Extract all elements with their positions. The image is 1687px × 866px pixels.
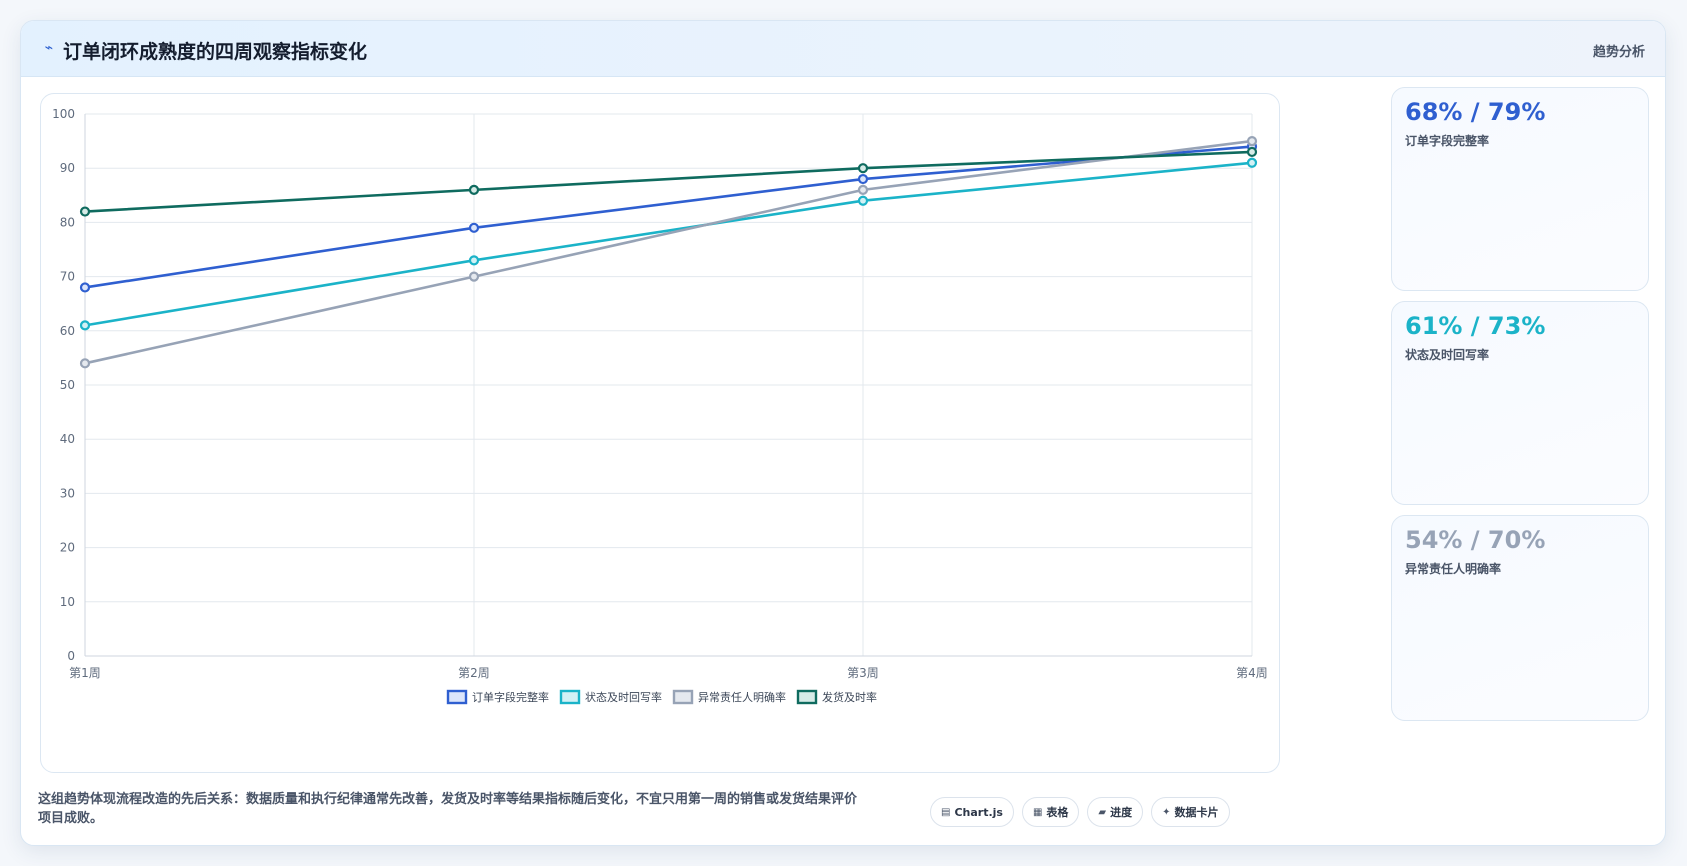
tag-data-card[interactable]: ✦ 数据卡片 xyxy=(1151,797,1230,827)
data-point xyxy=(857,173,869,185)
legend-swatch xyxy=(559,689,581,705)
legend-swatch xyxy=(672,689,694,705)
series-line-2 xyxy=(84,139,1253,365)
tag-progress[interactable]: ▰ 进度 xyxy=(1087,797,1144,827)
data-point xyxy=(468,255,480,266)
tag-chartjs[interactable]: ▤ Chart.js xyxy=(930,797,1014,827)
stat-label-0: 订单字段完整率 xyxy=(1405,134,1490,148)
panel-header: ⌁ 订单闭环成熟度的四周观察指标变化 趋势分析 xyxy=(21,21,1665,77)
trend-line-icon: ⌁ xyxy=(44,40,54,56)
progress-icon: ▰ xyxy=(1098,806,1107,818)
line-chart: 0 10 20 30 40 50 60 70 80 90 100 第1周 第2周 第3周 第4周订单字段完整… xyxy=(52,107,1268,705)
data-point xyxy=(79,358,91,369)
y-tick-label: 50 xyxy=(60,378,75,392)
data-point xyxy=(79,206,91,217)
data-point xyxy=(857,184,869,195)
x-tick-label: 第2周 xyxy=(458,666,490,680)
stat-value-0: 68% / 79% xyxy=(1405,98,1546,126)
trend-panel: ⌁ 订单闭环成熟度的四周观察指标变化 趋势分析 0 10 20 30 40 50 60 70 8… xyxy=(20,20,1666,846)
data-point xyxy=(79,320,91,331)
chart-card: 0 10 20 30 40 50 60 70 80 90 100 第1周 第2周 第3周 第4周订单字段完整… xyxy=(40,93,1280,773)
y-tick-label: 10 xyxy=(60,595,75,609)
series-line-1 xyxy=(84,161,1253,327)
series-line-3 xyxy=(84,150,1253,213)
stat-card-0: 68% / 79% 订单字段完整率 xyxy=(1391,87,1649,291)
y-tick-label: 60 xyxy=(60,324,75,338)
table-icon: ▦ xyxy=(1032,806,1043,818)
stat-label-1: 状态及时回写率 xyxy=(1405,348,1490,362)
legend-swatch xyxy=(796,689,818,705)
footnote: 这组趋势体现流程改造的先后关系：数据质量和执行纪律通常先改善，发货及时率等结果指… xyxy=(38,792,858,826)
y-tick-label: 90 xyxy=(60,161,75,175)
stat-card-1: 61% / 73% 状态及时回写率 xyxy=(1391,301,1649,505)
legend-label: 异常责任人明确率 xyxy=(698,690,786,704)
y-tick-label: 20 xyxy=(60,541,75,555)
header-tag[interactable]: 趋势分析 xyxy=(1592,45,1645,60)
tag-label: 表格 xyxy=(1046,806,1069,819)
tag-label: Chart.js xyxy=(954,805,1003,819)
data-point xyxy=(1246,135,1258,147)
y-tick-label: 0 xyxy=(67,649,75,663)
data-point xyxy=(857,163,869,174)
tag-label: 数据卡片 xyxy=(1174,806,1219,819)
data-point xyxy=(468,271,480,282)
stat-label-2: 异常责任人明确率 xyxy=(1405,562,1502,576)
y-tick-label: 70 xyxy=(60,270,75,284)
data-point xyxy=(857,195,869,206)
data-point xyxy=(468,184,480,195)
stat-card-2: 54% / 70% 异常责任人明确率 xyxy=(1391,515,1649,721)
legend-label: 状态及时回写率 xyxy=(585,690,662,704)
stat-value-2: 54% / 70% xyxy=(1405,526,1546,554)
x-tick-label: 第3周 xyxy=(847,666,879,680)
legend-label: 订单字段完整率 xyxy=(472,690,549,704)
y-tick-label: 100 xyxy=(52,107,75,121)
chart-icon: ▤ xyxy=(941,806,951,818)
legend-swatch xyxy=(446,689,468,705)
y-tick-label: 80 xyxy=(60,215,75,229)
page-title: 订单闭环成熟度的四周观察指标变化 xyxy=(63,41,368,63)
data-point xyxy=(1246,157,1258,168)
y-tick-label: 30 xyxy=(60,486,75,500)
data-point xyxy=(1246,146,1258,158)
series-line-0 xyxy=(84,145,1253,289)
y-tick-label: 40 xyxy=(60,432,75,446)
x-tick-label: 第1周 xyxy=(69,666,101,680)
data-point xyxy=(468,222,480,233)
tag-table[interactable]: ▦ 表格 xyxy=(1021,797,1080,827)
stat-value-1: 61% / 73% xyxy=(1405,312,1546,340)
legend-label: 发货及时率 xyxy=(822,690,877,704)
card-icon: ✦ xyxy=(1162,806,1171,818)
data-point xyxy=(79,282,91,293)
x-tick-label: 第4周 xyxy=(1236,666,1268,680)
tag-list: ▤ Chart.js ▦ 表格 ▰ 进度 ✦ 数据卡片 xyxy=(930,797,1230,827)
tag-label: 进度 xyxy=(1110,806,1133,819)
